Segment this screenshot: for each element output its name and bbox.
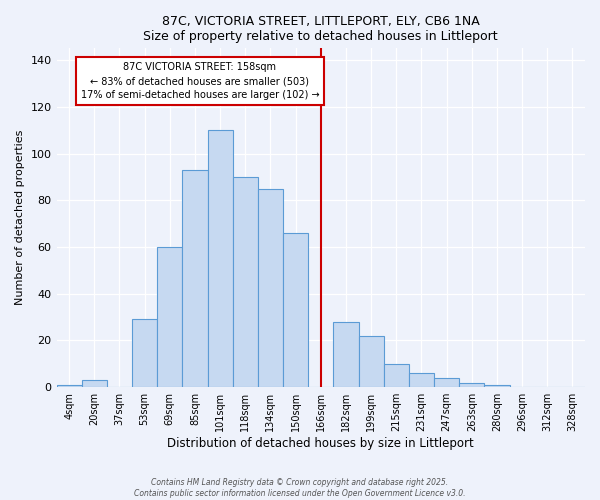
Bar: [157, 247, 182, 387]
Bar: [258, 188, 283, 387]
Bar: [459, 382, 484, 387]
Bar: [484, 385, 509, 387]
Bar: [132, 320, 157, 387]
Bar: [383, 364, 409, 387]
Text: Contains HM Land Registry data © Crown copyright and database right 2025.
Contai: Contains HM Land Registry data © Crown c…: [134, 478, 466, 498]
Title: 87C, VICTORIA STREET, LITTLEPORT, ELY, CB6 1NA
Size of property relative to deta: 87C, VICTORIA STREET, LITTLEPORT, ELY, C…: [143, 15, 498, 43]
Bar: [208, 130, 233, 387]
Text: 87C VICTORIA STREET: 158sqm
← 83% of detached houses are smaller (503)
17% of se: 87C VICTORIA STREET: 158sqm ← 83% of det…: [80, 62, 319, 100]
Bar: [283, 233, 308, 387]
Bar: [56, 385, 82, 387]
Bar: [434, 378, 459, 387]
Bar: [409, 373, 434, 387]
Y-axis label: Number of detached properties: Number of detached properties: [15, 130, 25, 306]
Bar: [233, 177, 258, 387]
Bar: [82, 380, 107, 387]
X-axis label: Distribution of detached houses by size in Littleport: Distribution of detached houses by size …: [167, 437, 474, 450]
Bar: [334, 322, 359, 387]
Bar: [359, 336, 383, 387]
Bar: [182, 170, 208, 387]
